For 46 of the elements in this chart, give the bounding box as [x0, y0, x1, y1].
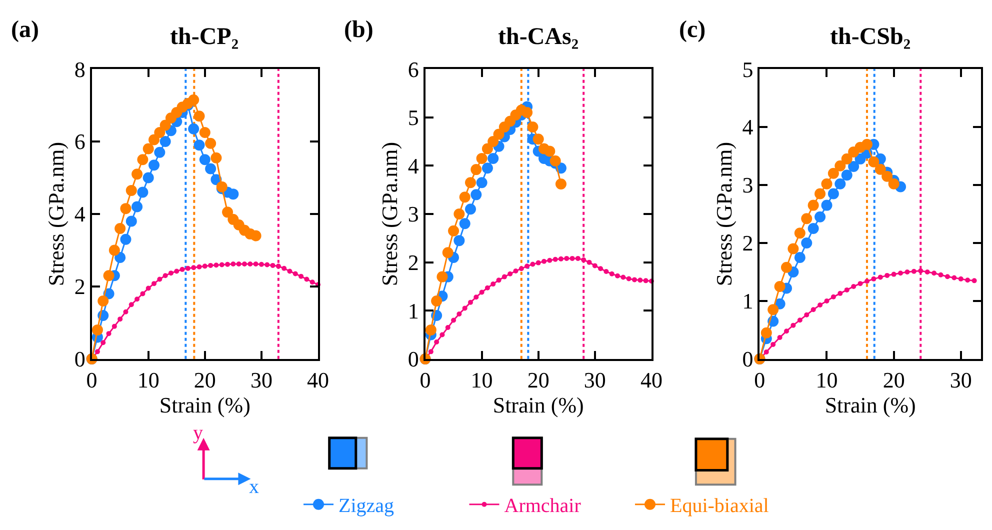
- y-tick-label: 6: [74, 129, 86, 154]
- x-tick-label: 10: [470, 367, 493, 392]
- y-tick-label: 4: [408, 153, 419, 178]
- y-axis-title: Stress (GPa.nm): [44, 142, 69, 286]
- x-tick-label: 20: [527, 367, 550, 392]
- text: (b): [344, 17, 374, 43]
- y-tick-label: 5: [742, 56, 754, 82]
- chart-title: th-CP₂: [170, 24, 239, 50]
- y-axis-title: Stress (GPa.nm): [377, 142, 402, 286]
- x-tick-label: 30: [584, 367, 606, 392]
- text: (c): [679, 17, 706, 43]
- y-tick-label: 8: [74, 56, 86, 82]
- chart-title: th-CSb₂: [830, 24, 911, 50]
- text: y: [193, 422, 203, 444]
- x-tick-label: 20: [194, 367, 216, 392]
- legend-label: Armchair: [504, 495, 582, 518]
- y-tick-label: 0: [74, 346, 86, 372]
- y-tick-label: 2: [742, 230, 754, 256]
- y-tick-label: 3: [742, 172, 754, 198]
- x-axis-title: Strain (%): [824, 392, 916, 418]
- y-tick-label: 0: [742, 346, 754, 372]
- y-axis-title: Stress (GPa.nm): [712, 142, 737, 286]
- x-tick-label: 10: [816, 367, 838, 392]
- x-tick-label: 30: [950, 367, 972, 392]
- chart-title: th-CAs₂: [498, 24, 579, 50]
- legend-label: Zigzag: [338, 495, 394, 518]
- legend-label: Equi-biaxial: [670, 495, 770, 518]
- x-tick-label: 40: [640, 367, 662, 392]
- x-tick-label: 30: [250, 367, 272, 392]
- y-tick-label: 6: [408, 56, 419, 82]
- x-tick-label: 40: [307, 367, 329, 392]
- y-tick-label: 2: [74, 274, 86, 300]
- x-axis-title: Strain (%): [159, 392, 250, 418]
- y-tick-label: 5: [408, 105, 419, 130]
- y-tick-label: 2: [408, 250, 419, 276]
- y-tick-label: 3: [408, 202, 419, 227]
- x-tick-label: 20: [882, 367, 905, 392]
- y-tick-label: 1: [408, 298, 419, 324]
- y-tick-label: 4: [742, 114, 754, 140]
- y-tick-label: 1: [742, 288, 754, 314]
- text: (a): [11, 17, 39, 43]
- y-tick-label: 0: [408, 346, 419, 372]
- x-axis-title: Strain (%): [492, 392, 584, 418]
- y-tick-label: 4: [74, 202, 86, 227]
- x-tick-label: 10: [137, 367, 160, 392]
- text: x: [249, 476, 259, 498]
